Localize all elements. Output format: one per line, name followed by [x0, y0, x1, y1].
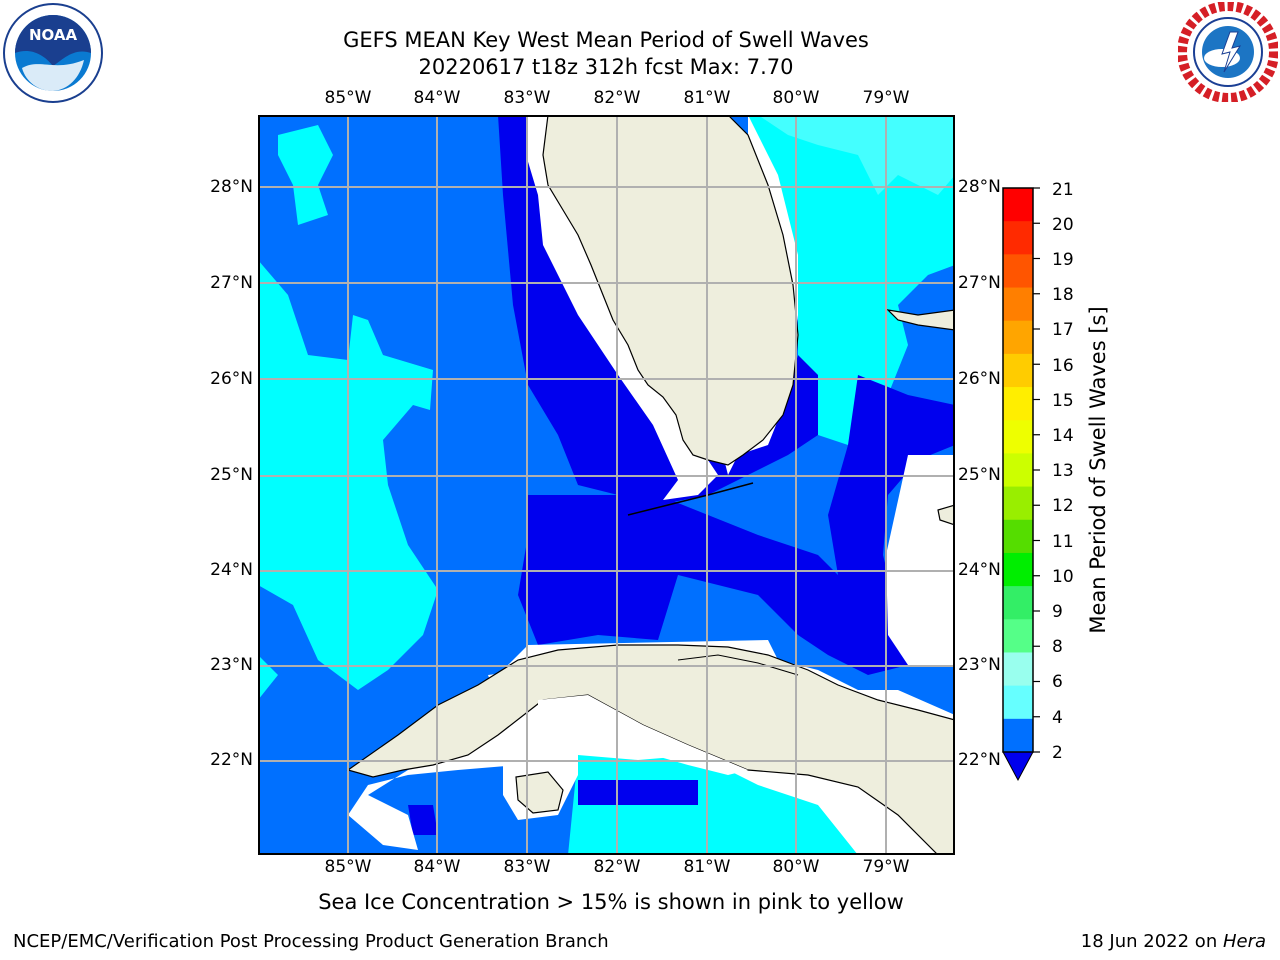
cuba-cays: [677, 654, 799, 676]
sea-ice-note: Sea Ice Concentration > 15% is shown in …: [318, 890, 904, 914]
colorbar-tick-label: 16: [1052, 356, 1074, 376]
colorbar-tick-label: 8: [1052, 637, 1063, 657]
colorbar-bin: [1003, 188, 1033, 222]
colorbar-bin: [1003, 387, 1033, 421]
lat-label-right: 28°N: [958, 177, 1001, 197]
map-panel: [258, 115, 955, 855]
lat-label-right: 25°N: [958, 465, 1001, 485]
lon-label-top: 79°W: [862, 88, 910, 108]
lon-label-bottom: 82°W: [593, 857, 641, 877]
colorbar-bin: [1003, 353, 1033, 388]
lon-label-bottom: 81°W: [683, 857, 731, 877]
lat-label-left: 25°N: [210, 465, 253, 485]
lat-label-right: 22°N: [958, 750, 1001, 770]
colorbar-tick-label: 11: [1052, 532, 1074, 552]
colorbar-bin: [1003, 619, 1033, 653]
lon-label-bottom: 83°W: [503, 857, 551, 877]
lon-label-bottom: 84°W: [413, 857, 461, 877]
lat-label-right: 23°N: [958, 655, 1001, 675]
colorbar-bin: [1003, 287, 1033, 322]
generation-date-text: 18 Jun 2022 on: [1080, 931, 1223, 952]
land-cuba: [346, 644, 955, 855]
colorbar-bin: [1003, 486, 1033, 521]
lon-label-top: 85°W: [324, 88, 372, 108]
chart-subtitle-forecast: 20220617 t18z 312h fcst Max: 7.70: [418, 55, 794, 79]
colorbar-tick-label: 9: [1052, 602, 1063, 622]
lon-label-top: 80°W: [772, 88, 820, 108]
lon-label-top: 81°W: [683, 88, 731, 108]
lat-label-right: 26°N: [958, 369, 1001, 389]
land-florida: [542, 115, 799, 466]
colorbar-tick-label: 14: [1052, 426, 1074, 446]
lat-label-left: 28°N: [210, 177, 253, 197]
lon-label-bottom: 85°W: [324, 857, 372, 877]
land-andros: [886, 309, 955, 331]
colorbar: [1002, 187, 1040, 782]
lon-label-top: 82°W: [593, 88, 641, 108]
lon-label-top: 84°W: [413, 88, 461, 108]
nws-logo: [1178, 2, 1278, 102]
producer-credit: NCEP/EMC/Verification Post Processing Pr…: [13, 931, 609, 952]
lat-label-left: 22°N: [210, 750, 253, 770]
chart-title: GEFS MEAN Key West Mean Period of Swell …: [343, 28, 869, 52]
colorbar-bin: [1003, 652, 1033, 687]
generation-host: Hera: [1222, 931, 1266, 952]
field-band-below-2-east: [828, 375, 955, 655]
florida-keys: [627, 482, 754, 516]
land-cuba-southern-interior-water: [538, 695, 748, 775]
colorbar-tick-label: 4: [1052, 708, 1063, 728]
field-band-4-6-northwest: [278, 125, 333, 225]
lon-label-top: 83°W: [503, 88, 551, 108]
svg-text:NOAA: NOAA: [29, 26, 78, 44]
lon-label-bottom: 80°W: [772, 857, 820, 877]
land-cay-sal: [937, 504, 955, 526]
graticule: [258, 115, 955, 855]
colorbar-tick-label: 13: [1052, 461, 1074, 481]
lat-label-left: 26°N: [210, 369, 253, 389]
colorbar-tick-label: 17: [1052, 320, 1074, 340]
lat-label-left: 23°N: [210, 655, 253, 675]
colorbar-bin: [1003, 420, 1033, 454]
colorbar-tick-label: 18: [1052, 285, 1074, 305]
lat-label-left: 24°N: [210, 560, 253, 580]
colorbar-tick-label: 10: [1052, 567, 1074, 587]
colorbar-bin: [1003, 453, 1033, 488]
colorbar-tick-label: 20: [1052, 215, 1074, 235]
colorbar-tick-label: 6: [1052, 672, 1063, 692]
colorbar-bin: [1003, 254, 1033, 289]
field-band-6-8-east: [758, 115, 955, 195]
colorbar-bin: [1003, 586, 1033, 620]
colorbar-bin: [1003, 552, 1033, 587]
colorbar-title: Mean Period of Swell Waves [s]: [1086, 306, 1110, 634]
lat-label-left: 27°N: [210, 273, 253, 293]
colorbar-bin: [1003, 718, 1033, 753]
lat-label-right: 24°N: [958, 560, 1001, 580]
noaa-logo: NOAA: [3, 3, 103, 103]
field-band-below-2-west: [408, 805, 438, 835]
colorbar-bin: [1003, 320, 1033, 355]
colorbar-bin: [1003, 685, 1033, 720]
field-band-below-2-florida-coast: [498, 115, 818, 505]
map-frame: [258, 115, 955, 855]
lat-label-right: 27°N: [958, 273, 1001, 293]
colorbar-extend-arrow: [1002, 751, 1034, 782]
colorbar-tick-label: 2: [1052, 743, 1063, 763]
colorbar-bin: [1003, 519, 1033, 554]
no-data-bahamas: [886, 455, 955, 665]
colorbar-bin: [1003, 221, 1033, 255]
lon-label-bottom: 79°W: [862, 857, 910, 877]
colorbar-tick-label: 12: [1052, 496, 1074, 516]
colorbar-tick-label: 15: [1052, 391, 1074, 411]
colorbar-tick-label: 21: [1052, 180, 1074, 200]
field-band-below-2-straits: [518, 495, 908, 675]
generation-date: 18 Jun 2022 on Hera: [1081, 931, 1266, 952]
field-band-below-2-cuba-south: [578, 780, 698, 805]
colorbar-tick-label: 19: [1052, 250, 1074, 270]
